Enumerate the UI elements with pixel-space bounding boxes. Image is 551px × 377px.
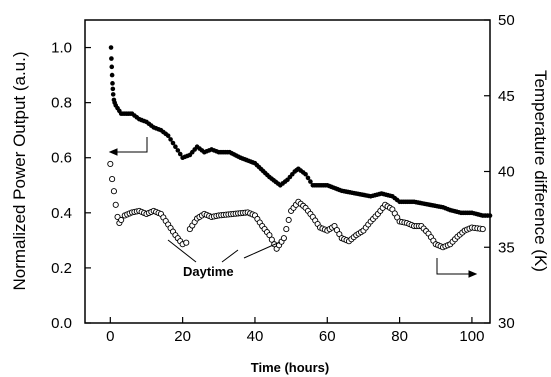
power-point: [170, 140, 176, 146]
power-point: [110, 86, 116, 92]
temperature-point: [283, 226, 290, 233]
power-point: [487, 213, 493, 218]
power-point: [177, 151, 183, 157]
x-tick-label: 80: [391, 328, 408, 345]
power-point: [303, 171, 308, 177]
power-point: [108, 45, 114, 50]
power-point: [165, 133, 171, 138]
y-tick-label-right: 45: [498, 88, 515, 105]
power-point: [109, 72, 115, 78]
temperature-point: [268, 236, 275, 243]
power-point: [305, 175, 311, 181]
power-point: [110, 92, 116, 97]
temperature-point: [112, 201, 119, 208]
power-point: [175, 148, 181, 153]
temperature-point: [110, 188, 117, 195]
power-point: [308, 179, 313, 184]
y-tick-label-right: 50: [498, 12, 515, 29]
right-axis-arrowhead: [468, 270, 478, 278]
y-tick-label-right: 40: [498, 164, 515, 181]
temperature-point: [266, 232, 273, 239]
daytime-arrow-1: [167, 239, 197, 263]
axis-ticks: 0 20 40 60 80 100 0.0 0.2 0.4 0.6 0.8 1.0 30 35 40 45 50: [51, 12, 515, 345]
x-tick-label: 20: [174, 328, 191, 345]
x-tick-label: 40: [247, 328, 264, 345]
temperature-point: [479, 226, 486, 233]
y-tick-label-left: 0.4: [51, 205, 72, 222]
power-point: [110, 81, 115, 86]
y-tick-label-left: 0.8: [51, 95, 72, 112]
y-axis-label-left: Normalized Power Output (a.u.): [10, 51, 29, 290]
temperature-difference-series: [107, 160, 486, 252]
y-tick-label-right: 30: [498, 315, 515, 332]
x-axis-label: Time (hours): [251, 360, 330, 375]
power-point: [109, 64, 115, 70]
daytime-arrow-2: [221, 249, 239, 263]
left-axis-arrow: [112, 137, 148, 153]
daytime-annotation: Daytime: [183, 264, 234, 279]
y-tick-label-left: 1.0: [51, 40, 72, 57]
y-tick-label-left: 0.2: [51, 260, 72, 277]
right-axis-arrow: [436, 258, 474, 275]
y-tick-label-left: 0.0: [51, 315, 72, 332]
power-point: [173, 144, 178, 150]
temperature-point: [109, 176, 116, 183]
temperature-point: [280, 235, 287, 242]
x-tick-label: 0: [106, 328, 114, 345]
annotation-arrows: [108, 137, 478, 278]
power-point: [168, 137, 173, 142]
temperature-point: [107, 160, 114, 167]
plot-frame: [84, 19, 491, 324]
temperature-point: [183, 239, 190, 246]
x-tick-label: 100: [459, 328, 484, 345]
power-point: [109, 56, 114, 61]
y-tick-label-right: 35: [498, 239, 515, 256]
temperature-point: [118, 216, 125, 224]
y-tick-label-left: 0.6: [51, 150, 72, 167]
daytime-arrow-3: [243, 241, 281, 259]
y-axis-label-right: Temperature difference (K): [531, 70, 550, 272]
x-tick-label: 60: [319, 328, 336, 345]
power-output-series: [108, 45, 493, 218]
left-axis-arrowhead: [108, 148, 118, 156]
temperature-point: [285, 216, 292, 224]
